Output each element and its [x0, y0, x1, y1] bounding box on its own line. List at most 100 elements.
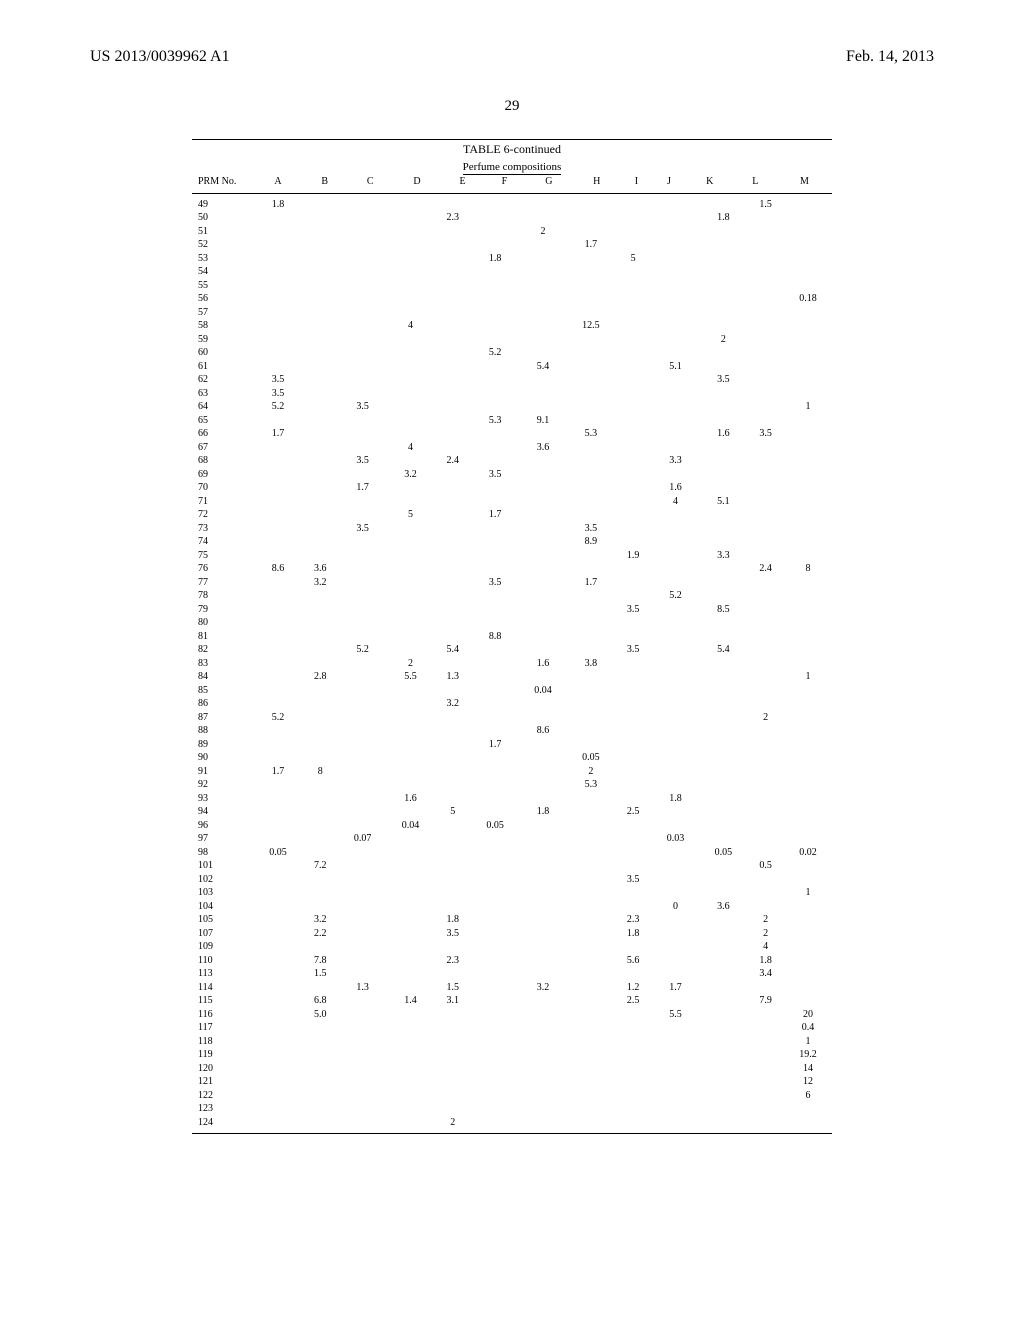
value-cell: [387, 981, 435, 995]
value-cell: 3.2: [302, 576, 339, 590]
value-cell: [254, 576, 302, 590]
value-cell: [302, 589, 339, 603]
value-cell: [471, 994, 519, 1008]
value-cell: [339, 670, 387, 684]
prm-no-cell: 94: [192, 805, 254, 819]
value-cell: [699, 630, 747, 644]
prm-no-cell: 52: [192, 238, 254, 252]
value-cell: [471, 265, 519, 279]
prm-no-cell: 53: [192, 252, 254, 266]
value-cell: 8.6: [254, 562, 302, 576]
value-cell: [652, 657, 700, 671]
value-cell: [254, 252, 302, 266]
value-cell: [784, 900, 832, 914]
value-cell: [567, 886, 615, 900]
value-cell: [615, 508, 652, 522]
value-cell: 5.6: [615, 954, 652, 968]
table-row: 925.3: [192, 778, 832, 792]
value-cell: [784, 940, 832, 954]
value-cell: 8.9: [567, 535, 615, 549]
value-cell: [615, 292, 652, 306]
value-cell: [567, 414, 615, 428]
value-cell: [615, 900, 652, 914]
value-cell: [434, 778, 471, 792]
value-cell: [254, 1008, 302, 1022]
table-row: 521.7: [192, 238, 832, 252]
value-cell: [339, 306, 387, 320]
value-cell: [339, 387, 387, 401]
value-cell: [302, 198, 339, 212]
value-cell: 1.7: [567, 576, 615, 590]
value-cell: [339, 279, 387, 293]
value-cell: 1.7: [254, 427, 302, 441]
value-cell: [254, 603, 302, 617]
value-cell: [339, 792, 387, 806]
table-row: 1242: [192, 1116, 832, 1130]
value-cell: [471, 549, 519, 563]
value-cell: [699, 414, 747, 428]
value-cell: [387, 373, 435, 387]
value-cell: 5.3: [471, 414, 519, 428]
value-cell: [652, 819, 700, 833]
value-cell: [652, 306, 700, 320]
value-cell: [302, 373, 339, 387]
value-cell: [254, 819, 302, 833]
value-cell: 1.6: [519, 657, 567, 671]
value-cell: [519, 873, 567, 887]
value-cell: [387, 1075, 435, 1089]
table-row: 825.25.43.55.4: [192, 643, 832, 657]
value-cell: [254, 522, 302, 536]
value-cell: [747, 846, 784, 860]
value-cell: [699, 873, 747, 887]
value-cell: [339, 589, 387, 603]
table-row: 560.18: [192, 292, 832, 306]
value-cell: [339, 994, 387, 1008]
table-row: 818.8: [192, 630, 832, 644]
value-cell: [519, 1062, 567, 1076]
value-cell: [615, 697, 652, 711]
value-cell: [339, 724, 387, 738]
prm-no-cell: 103: [192, 886, 254, 900]
page: US 2013/0039962 A1 Feb. 14, 2013 29 TABL…: [0, 0, 1024, 1320]
prm-no-cell: 58: [192, 319, 254, 333]
value-cell: [471, 684, 519, 698]
value-cell: [747, 508, 784, 522]
value-cell: [471, 1035, 519, 1049]
value-cell: 12.5: [567, 319, 615, 333]
table-row: 592: [192, 333, 832, 347]
value-cell: [567, 697, 615, 711]
value-cell: 3.5: [254, 373, 302, 387]
value-cell: 3.4: [747, 967, 784, 981]
value-cell: [339, 508, 387, 522]
value-cell: 7.8: [302, 954, 339, 968]
value-cell: [699, 1021, 747, 1035]
value-cell: [471, 603, 519, 617]
value-cell: [567, 252, 615, 266]
table-subtitle-text: Perfume compositions: [463, 161, 562, 175]
value-cell: [699, 1048, 747, 1062]
value-cell: [519, 549, 567, 563]
table-row: 1023.5: [192, 873, 832, 887]
value-cell: [784, 333, 832, 347]
value-cell: [699, 238, 747, 252]
value-cell: [302, 468, 339, 482]
value-cell: [652, 603, 700, 617]
value-cell: [434, 711, 471, 725]
value-cell: [434, 238, 471, 252]
value-cell: [302, 1035, 339, 1049]
value-cell: [387, 1102, 435, 1116]
value-cell: 2.3: [434, 211, 471, 225]
value-cell: [652, 279, 700, 293]
value-cell: [699, 792, 747, 806]
value-cell: [699, 1035, 747, 1049]
value-cell: [567, 1089, 615, 1103]
value-cell: [784, 792, 832, 806]
prm-no-cell: 80: [192, 616, 254, 630]
value-cell: [784, 346, 832, 360]
value-cell: [615, 468, 652, 482]
value-cell: [747, 630, 784, 644]
value-cell: [387, 481, 435, 495]
value-cell: [471, 238, 519, 252]
value-cell: [699, 967, 747, 981]
value-cell: [339, 373, 387, 387]
